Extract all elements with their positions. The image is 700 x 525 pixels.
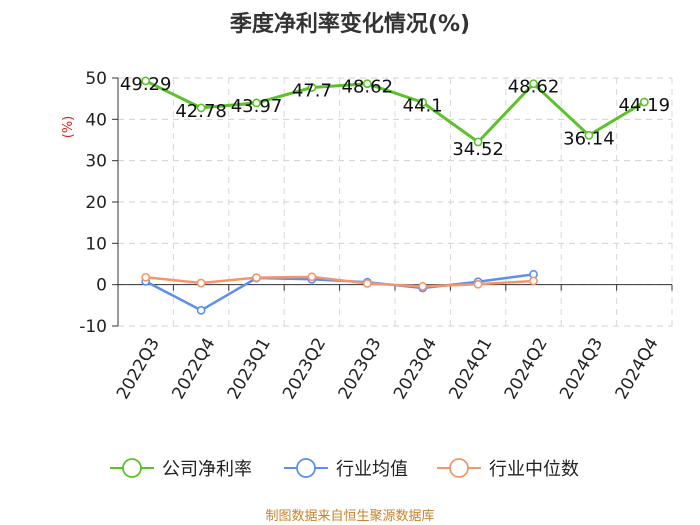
data-label: 43.97 [231, 96, 283, 117]
series-lines [141, 76, 649, 315]
x-tick-label: 2022Q4 [168, 335, 219, 403]
legend-swatch-marker [449, 458, 469, 478]
y-tick-label: 20 [85, 193, 107, 213]
data-label: 48.62 [342, 77, 394, 98]
legend-label[interactable]: 行业中位数 [489, 459, 579, 480]
data-label: 47.7 [292, 81, 332, 102]
data-point [196, 103, 206, 113]
x-tick-label: 2023Q1 [224, 335, 275, 403]
data-point [529, 276, 538, 286]
y-tick-label: 50 [85, 69, 107, 89]
chart-title: 季度净利率变化情况(%) [229, 12, 471, 37]
y-tick-label: 40 [85, 110, 107, 130]
legend-label[interactable]: 公司净利率 [162, 459, 252, 480]
data-point [141, 272, 151, 282]
data-label: 44.19 [619, 95, 671, 116]
data-label: 36.14 [563, 128, 615, 149]
data-point [473, 137, 483, 147]
data-point [418, 97, 428, 107]
legend-swatch-marker [296, 458, 316, 478]
series-line [145, 79, 646, 144]
x-tick-label: 2023Q2 [279, 335, 330, 403]
data-label: 42.78 [175, 101, 227, 122]
y-tick-label: 10 [85, 234, 107, 254]
data-point [639, 97, 649, 107]
data-point [307, 272, 317, 282]
data-point [529, 79, 538, 89]
x-tick-label: 2024Q1 [445, 335, 496, 403]
data-point [252, 98, 261, 108]
y-tick-label: 0 [96, 276, 107, 296]
x-tick-label: 2024Q3 [556, 335, 607, 403]
data-label: 48.62 [508, 77, 560, 98]
data-point [362, 79, 372, 89]
data-point [196, 278, 206, 288]
data-point [473, 279, 483, 289]
data-point [196, 305, 206, 315]
y-tick-label: -10 [79, 317, 107, 337]
legend-label[interactable]: 行业均值 [336, 459, 408, 480]
y-tick-label: 30 [85, 152, 107, 172]
data-point [252, 273, 261, 283]
series-line [145, 275, 534, 288]
data-point [362, 279, 372, 288]
data-point [141, 76, 151, 86]
chart-source: 制图数据来自恒生聚源数据库 [265, 509, 435, 524]
data-label: 34.52 [452, 139, 504, 160]
x-tick-label: 2023Q4 [390, 335, 441, 403]
legend-swatch-marker [122, 458, 142, 478]
x-tick-label: 2024Q4 [612, 335, 663, 403]
x-tick-label: 2023Q3 [335, 335, 386, 403]
data-label: 49.29 [120, 74, 172, 95]
x-tick-label: 2024Q2 [501, 335, 552, 403]
data-point [584, 130, 594, 140]
data-point [418, 281, 428, 291]
y-axis-label: (%) [61, 116, 76, 139]
legend: 公司净利率 行业均值 行业中位数 [110, 458, 579, 480]
x-tick-label: 2022Q3 [113, 335, 164, 403]
data-label: 44.1 [403, 95, 443, 116]
data-point [307, 83, 317, 92]
